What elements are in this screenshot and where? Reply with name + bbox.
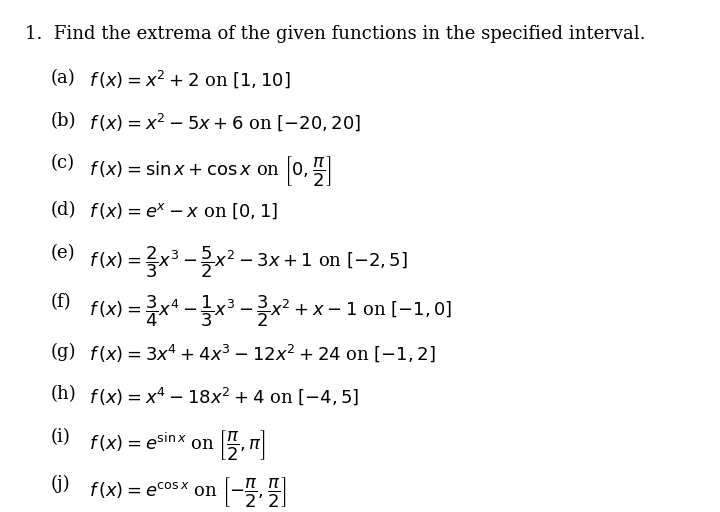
Text: (g): (g) <box>51 343 76 360</box>
Text: (i): (i) <box>51 428 71 446</box>
Text: $f\,(x) = x^4 - 18x^2 + 4$ on $[-4, 5]$: $f\,(x) = x^4 - 18x^2 + 4$ on $[-4, 5]$ <box>89 385 359 407</box>
Text: (j): (j) <box>51 475 71 493</box>
Text: $f\,(x) = e^{\sin x}$ on $\left[\dfrac{\pi}{2}, \pi\right]$: $f\,(x) = e^{\sin x}$ on $\left[\dfrac{\… <box>89 428 266 462</box>
Text: (f): (f) <box>51 293 71 311</box>
Text: $f\,(x) = 3x^4 + 4x^3 - 12x^2 + 24$ on $[-1, 2]$: $f\,(x) = 3x^4 + 4x^3 - 12x^2 + 24$ on $… <box>89 343 436 364</box>
Text: $f\,(x) = \dfrac{3}{4}x^4 - \dfrac{1}{3}x^3 - \dfrac{3}{2}x^2 + x - 1$ on $[-1, : $f\,(x) = \dfrac{3}{4}x^4 - \dfrac{1}{3}… <box>89 293 452 329</box>
Text: (a): (a) <box>51 69 76 87</box>
Text: $f\,(x) = e^{\cos x}$ on $\left[-\dfrac{\pi}{2}, \dfrac{\pi}{2}\right]$: $f\,(x) = e^{\cos x}$ on $\left[-\dfrac{… <box>89 475 287 508</box>
Text: (c): (c) <box>51 155 75 173</box>
Text: $f\,(x) = \sin x + \cos x$ on $\left[0, \dfrac{\pi}{2}\right]$: $f\,(x) = \sin x + \cos x$ on $\left[0, … <box>89 155 332 188</box>
Text: 1.  Find the extrema of the given functions in the specified interval.: 1. Find the extrema of the given functio… <box>25 25 646 42</box>
Text: (e): (e) <box>51 244 76 262</box>
Text: $f\,(x) = \dfrac{2}{3}x^3 - \dfrac{5}{2}x^2 - 3x + 1$ on $[-2, 5]$: $f\,(x) = \dfrac{2}{3}x^3 - \dfrac{5}{2}… <box>89 244 408 280</box>
Text: $f\,(x) = x^2 + 2$ on $[1, 10]$: $f\,(x) = x^2 + 2$ on $[1, 10]$ <box>89 69 290 91</box>
Text: $f\,(x) = x^2 - 5x + 6$ on $[-20, 20]$: $f\,(x) = x^2 - 5x + 6$ on $[-20, 20]$ <box>89 112 361 133</box>
Text: (h): (h) <box>51 385 76 403</box>
Text: (b): (b) <box>51 112 76 130</box>
Text: (d): (d) <box>51 201 76 219</box>
Text: $f\,(x) = e^{x} - x$ on $[0, 1]$: $f\,(x) = e^{x} - x$ on $[0, 1]$ <box>89 201 278 221</box>
